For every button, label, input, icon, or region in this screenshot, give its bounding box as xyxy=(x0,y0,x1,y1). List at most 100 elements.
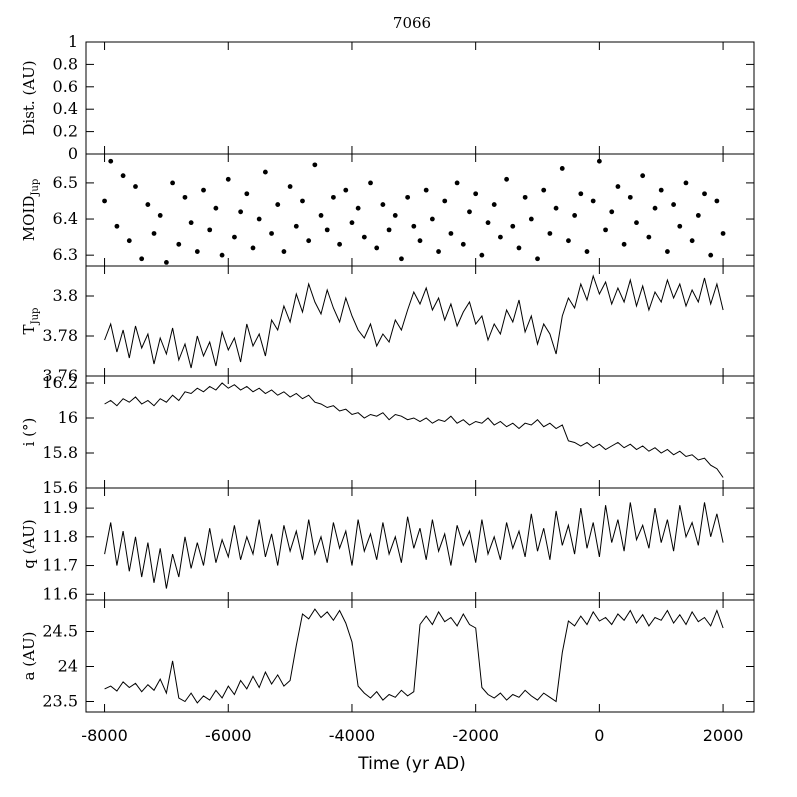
panel-dist: 0 0.2 0.4 0.6 0.8 1 Dist. (AU) xyxy=(20,32,755,163)
y-axis-label-sub: Jup xyxy=(30,308,41,326)
data-point xyxy=(454,180,460,186)
data-point xyxy=(485,220,491,226)
data-point xyxy=(720,231,726,236)
data-point xyxy=(157,213,163,218)
y-tick-label: 11.9 xyxy=(42,498,78,517)
data-point xyxy=(596,158,602,164)
y-tick-label: 3.76 xyxy=(42,366,78,385)
data-point xyxy=(355,205,361,211)
y-tick-label: 0 xyxy=(68,144,78,163)
panel-a: 23.5 24 24.5a (AU) xyxy=(20,599,755,713)
data-point xyxy=(380,202,386,207)
data-point xyxy=(194,249,200,254)
data-point xyxy=(368,180,373,186)
data-point xyxy=(405,194,411,200)
data-point xyxy=(287,184,293,189)
y-axis-label-main: i (°) xyxy=(20,418,38,447)
y-axis-label-main: T xyxy=(20,324,38,334)
data-point xyxy=(306,238,312,244)
data-point xyxy=(219,252,225,258)
y-tick-label: 16.2 xyxy=(42,373,78,392)
data-point xyxy=(479,252,485,258)
panel-inc: 15.6 15.8 16 16.2 i (°) xyxy=(20,373,755,497)
data-point xyxy=(491,202,497,207)
data-point xyxy=(442,198,448,204)
data-point xyxy=(417,238,423,244)
x-tick-label: -4000 xyxy=(329,726,376,745)
data-point xyxy=(714,198,720,204)
data-point xyxy=(182,194,188,200)
data-point xyxy=(392,213,398,218)
y-tick-label: 15.6 xyxy=(42,478,78,497)
data-point xyxy=(250,245,256,251)
data-point xyxy=(108,158,114,164)
data-point xyxy=(374,245,380,251)
data-point xyxy=(467,209,472,215)
x-tick-label: 0 xyxy=(594,726,604,745)
y-axis-label-main: Dist. (AU) xyxy=(20,60,38,135)
data-point xyxy=(151,231,157,236)
data-point xyxy=(293,223,299,229)
y-tick-label: 0.8 xyxy=(53,54,78,73)
data-point xyxy=(535,256,540,262)
panel-tjup: 3.76 3.78 3.8 TJup xyxy=(20,265,755,385)
data-point xyxy=(349,220,355,226)
y-axis-label-main: q (AU) xyxy=(20,519,38,569)
data-point xyxy=(553,205,559,211)
data-point xyxy=(510,223,516,229)
data-point xyxy=(411,223,417,229)
y-axis-label: TJup xyxy=(20,308,41,335)
x-axis-label: Time (yr AD) xyxy=(357,754,465,774)
y-tick-label: 1 xyxy=(68,32,78,51)
data-point xyxy=(275,202,281,207)
data-point xyxy=(541,187,547,193)
x-tick-label: -6000 xyxy=(205,726,252,745)
data-point xyxy=(225,176,231,182)
y-axis-label-sub: Jup xyxy=(30,179,41,197)
data-point xyxy=(262,169,268,175)
data-point xyxy=(281,249,287,254)
y-tick-label: 6.3 xyxy=(53,245,78,264)
data-point xyxy=(318,213,324,218)
data-point xyxy=(207,227,213,233)
data-point xyxy=(498,234,503,240)
panel-frame xyxy=(85,41,755,155)
data-point xyxy=(671,202,676,207)
series-line-tjup xyxy=(104,274,724,369)
data-point xyxy=(528,216,534,222)
data-point xyxy=(312,162,318,168)
data-point xyxy=(665,249,670,254)
data-point xyxy=(429,216,435,222)
data-point xyxy=(683,180,689,186)
y-tick-label: 24.5 xyxy=(42,622,78,641)
data-point xyxy=(473,191,479,197)
data-point xyxy=(399,256,404,262)
data-point xyxy=(102,198,107,204)
data-point xyxy=(331,194,336,200)
y-tick-label: 6.5 xyxy=(53,173,78,192)
panel-frame xyxy=(85,599,755,713)
data-point xyxy=(652,205,658,211)
data-point xyxy=(213,205,219,211)
y-tick-label: 3.78 xyxy=(42,326,78,345)
data-point xyxy=(584,249,590,254)
panel-frame xyxy=(85,375,755,489)
data-point xyxy=(361,234,367,240)
data-point xyxy=(504,176,509,182)
data-point xyxy=(640,173,646,179)
y-tick-label: 11.7 xyxy=(42,556,78,575)
y-tick-label: 0.2 xyxy=(53,122,78,141)
data-point xyxy=(324,227,330,233)
y-tick-label: 16 xyxy=(58,408,78,427)
data-point xyxy=(238,209,244,215)
data-point xyxy=(522,194,528,200)
data-point xyxy=(621,241,627,247)
data-point xyxy=(559,166,565,171)
data-point xyxy=(572,213,578,218)
data-point xyxy=(702,191,707,197)
y-axis-label: a (AU) xyxy=(20,632,38,681)
data-point xyxy=(300,198,305,204)
y-tick-label: 0.4 xyxy=(53,99,78,118)
data-point xyxy=(436,249,441,254)
data-point xyxy=(201,187,206,193)
